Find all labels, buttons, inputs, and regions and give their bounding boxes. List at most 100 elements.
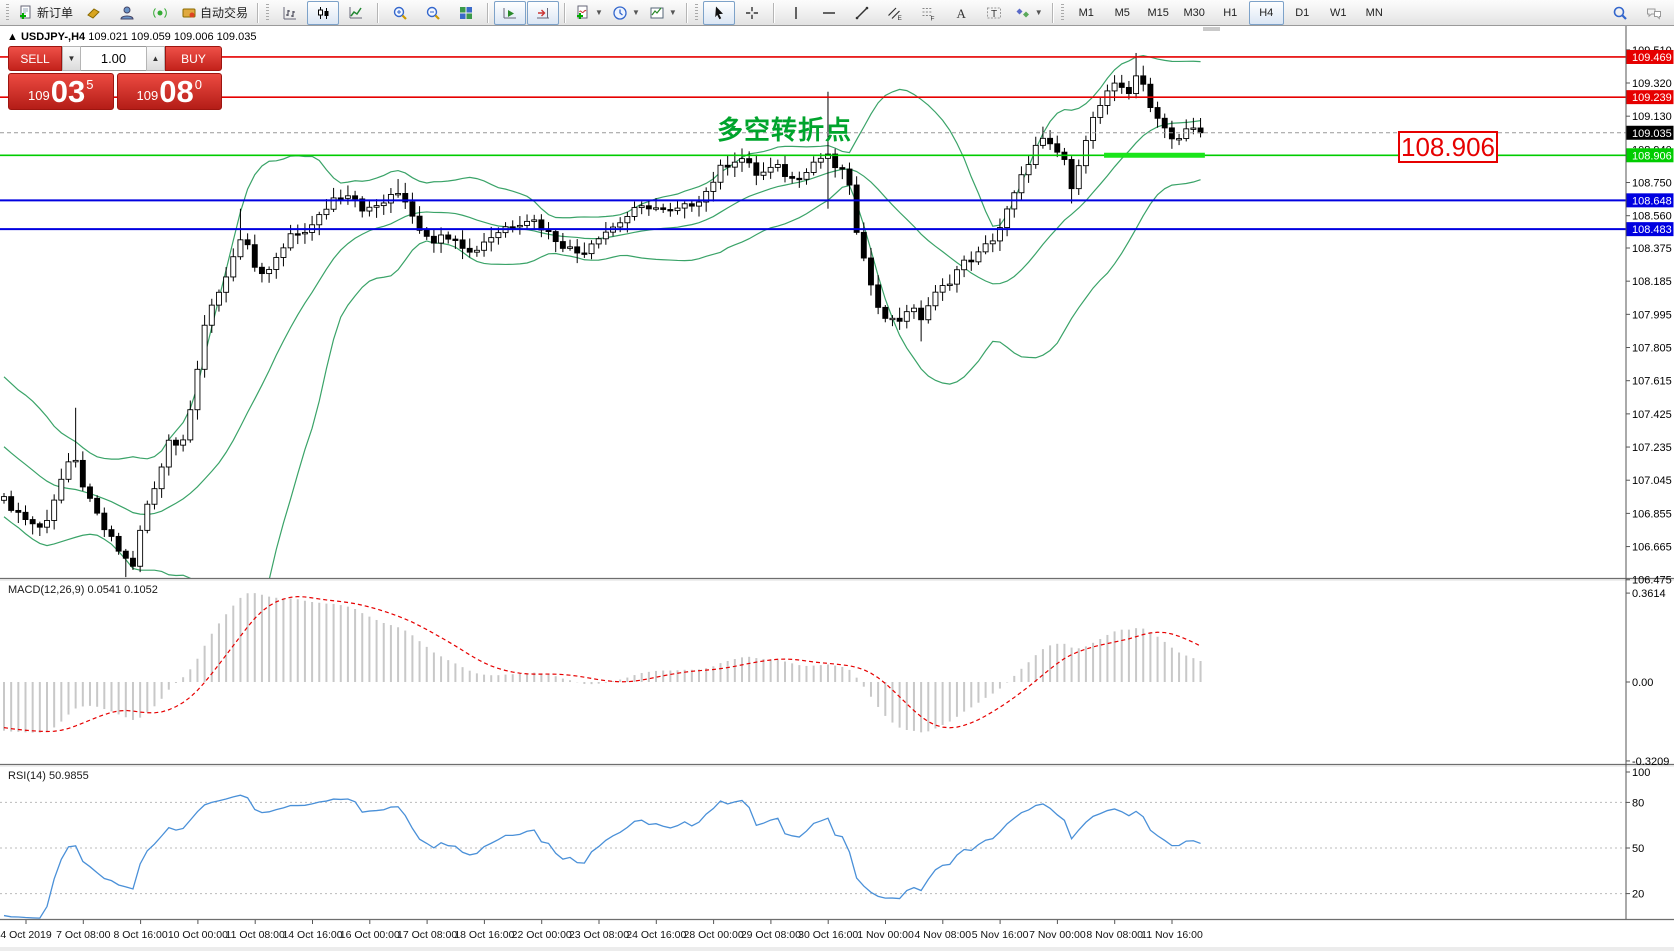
signals-button[interactable] [144, 1, 176, 25]
price-axis[interactable]: 109.510109.320109.130108.940108.750108.5… [1625, 26, 1674, 919]
equidistant-channel-button[interactable]: E [879, 1, 911, 25]
candle-body [108, 529, 115, 537]
periods-button[interactable]: ▼ [608, 1, 644, 25]
timeframe-mn[interactable]: MN [1357, 1, 1392, 25]
candle-body [839, 167, 846, 170]
time-axis-label: 8 Oct 16:00 [113, 929, 167, 941]
volume-increase-button[interactable]: ▲ [146, 46, 165, 71]
sell-button[interactable]: SELL [8, 46, 62, 71]
candle-body [832, 153, 839, 169]
toolbar-grip[interactable] [266, 3, 270, 22]
toolbar-grip[interactable] [6, 3, 9, 22]
zoom-out-button[interactable] [417, 1, 449, 25]
text-button[interactable]: A [945, 1, 977, 25]
chart-scrollbar-thumb[interactable] [1203, 27, 1220, 31]
timeframe-h1[interactable]: H1 [1213, 1, 1248, 25]
timeframe-m15[interactable]: M15 [1141, 1, 1176, 25]
buy-button[interactable]: BUY [165, 46, 222, 71]
text-icon: A [956, 6, 966, 21]
timeframe-m1[interactable]: M1 [1069, 1, 1104, 25]
candle-body [903, 311, 910, 322]
collapse-arrow-icon[interactable]: ▲ [7, 31, 21, 43]
bar-chart-button[interactable] [274, 1, 306, 25]
svg-text:E: E [897, 15, 902, 21]
candle-body [1133, 75, 1140, 95]
candle-body [653, 207, 659, 210]
candlestick-chart-button[interactable] [307, 0, 340, 25]
candle-body [918, 307, 925, 321]
dropdown-arrow-icon[interactable]: ▼ [631, 8, 640, 17]
toolbar-separator [487, 2, 490, 23]
candle-body [767, 166, 774, 173]
timeframe-m30[interactable]: M30 [1177, 1, 1212, 25]
toolbar-separator [1051, 2, 1054, 23]
chart-text-annotation[interactable]: 多空转折点 [717, 115, 853, 145]
toolbox-button[interactable] [78, 1, 110, 25]
candle-body [1154, 107, 1161, 119]
candle-body [8, 496, 15, 511]
sell-price-tile[interactable]: 109 03 5 [8, 73, 114, 110]
shapes-button[interactable]: ▼ [1011, 1, 1047, 25]
dropdown-arrow-icon[interactable]: ▼ [668, 8, 677, 17]
toolbar-grip[interactable] [694, 3, 698, 22]
timeframe-h4[interactable]: H4 [1248, 0, 1284, 25]
zoom-in-button[interactable] [384, 1, 416, 25]
toolbar-separator [257, 2, 260, 23]
auto-scroll-button[interactable] [494, 0, 527, 25]
toolbar-separator [685, 2, 688, 23]
timeframe-m5[interactable]: M5 [1105, 1, 1140, 25]
candle-body [731, 161, 738, 168]
candle-body [1125, 86, 1132, 95]
axis-tick-label: 107.425 [1632, 409, 1672, 421]
candle-body [567, 246, 573, 249]
candle-body [173, 439, 179, 446]
dropdown-arrow-icon[interactable]: ▼ [1034, 8, 1043, 17]
time-axis[interactable]: 4 Oct 2019 7 Oct 08:00 8 Oct 16:00 10 Oct 0… [0, 920, 1203, 941]
fibonacci-button[interactable]: F [912, 1, 944, 25]
axis-tick-label: 107.805 [1632, 343, 1672, 355]
timeframe-w1[interactable]: W1 [1321, 1, 1356, 25]
candle-body [15, 509, 22, 513]
candle-body [280, 247, 287, 258]
buy-price-tile[interactable]: 109 08 0 [116, 73, 222, 110]
line-chart-button[interactable] [340, 1, 372, 25]
timeframe-d1[interactable]: D1 [1285, 1, 1320, 25]
price-callout-label[interactable]: 108.906 [1398, 131, 1498, 163]
profile-button[interactable] [111, 1, 143, 25]
candle-body [961, 259, 968, 271]
tile-windows-button[interactable] [450, 1, 482, 25]
new-order-button[interactable]: 新订单 [14, 1, 77, 25]
candle-body [1104, 90, 1111, 106]
search-button[interactable] [1604, 1, 1636, 25]
candle-body [1097, 105, 1104, 118]
volume-input[interactable] [81, 47, 146, 70]
vertical-line-button[interactable] [780, 1, 812, 25]
candle-body [294, 233, 301, 236]
toolbar-grip[interactable] [1060, 3, 1064, 22]
chart-shift-button[interactable] [527, 0, 560, 25]
volume-decrease-button[interactable]: ▼ [62, 46, 81, 71]
horizontal-line-button[interactable] [813, 1, 845, 25]
auto-trading-button[interactable]: 自动交易 [177, 1, 252, 25]
chat-button[interactable] [1638, 1, 1670, 25]
candle-body [395, 193, 402, 196]
crosshair-button[interactable] [736, 1, 768, 25]
auto-trading-icon [182, 8, 196, 17]
indicators-button[interactable]: ▼ [571, 1, 607, 25]
dropdown-arrow-icon[interactable]: ▼ [595, 8, 603, 17]
cursor-button[interactable] [702, 0, 735, 25]
templates-button[interactable]: ▼ [645, 1, 681, 25]
axis-tick-label: 106.665 [1632, 542, 1672, 554]
candle-body [932, 291, 939, 307]
candle-body [638, 205, 645, 209]
candle-body [624, 216, 631, 224]
toolbar: 新订单 自动交易 ▼ ▼ ▼ E F A T ▼ M1 M5 M15 M30 H1 H4 D1 W1 MN [0, 0, 1674, 26]
sell-price-pip: 5 [86, 77, 94, 92]
timeframe-m15-label: M15 [1147, 6, 1169, 19]
candle-body [703, 190, 710, 203]
trendline-button[interactable] [846, 1, 878, 25]
text-label-button[interactable]: T [978, 1, 1010, 25]
zoom-in-icon [393, 6, 407, 20]
candle-body [1168, 127, 1175, 140]
